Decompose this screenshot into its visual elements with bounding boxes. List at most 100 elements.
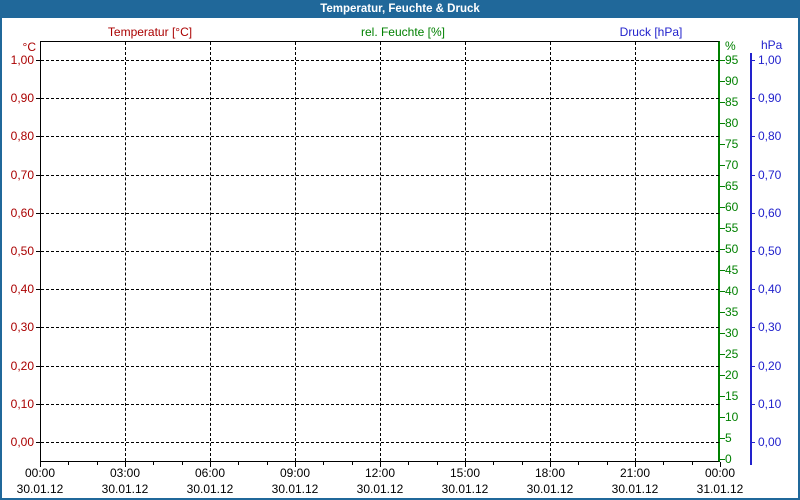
pressure-axis-unit: hPa [761, 38, 783, 52]
humidity-tick [720, 228, 725, 229]
temperature-tick [36, 98, 40, 100]
pressure-tick [750, 442, 755, 443]
temperature-tick-label: 0,70 [10, 167, 34, 182]
humidity-tick-label: 50 [725, 242, 739, 256]
pressure-tick [750, 251, 755, 252]
humidity-tick [720, 312, 725, 313]
temperature-tick-label: 1,00 [10, 53, 34, 67]
x-minor-tick [436, 462, 438, 465]
pressure-tick [750, 327, 755, 329]
pressure-axis-line [750, 53, 752, 465]
temperature-tick [36, 365, 40, 367]
x-date-label: 31.01.12 [696, 482, 744, 496]
x-date-label: 30.01.12 [186, 482, 234, 496]
humidity-tick-label: 25 [725, 347, 739, 361]
x-major-tick [380, 462, 381, 467]
temperature-tick-label: 0,80 [10, 129, 34, 144]
pressure-tick-label: 0,00 [758, 435, 782, 449]
x-time-label: 15:00 [449, 466, 481, 480]
x-major-tick [635, 462, 636, 467]
humidity-tick-label: 65 [725, 179, 739, 193]
humidity-tick [720, 459, 725, 460]
x-minor-tick [153, 462, 155, 465]
x-minor-tick [521, 462, 523, 465]
pressure-tick-label: 0,10 [758, 396, 782, 411]
x-minor-tick [266, 462, 268, 465]
x-time-label: 12:00 [364, 466, 396, 480]
x-gridline [210, 42, 211, 461]
humidity-tick-label: 10 [725, 410, 739, 424]
pressure-tick [750, 365, 755, 367]
pressure-tick-label: 0,20 [758, 358, 782, 373]
temperature-tick [36, 212, 40, 214]
humidity-tick [720, 270, 725, 271]
x-major-tick [720, 462, 721, 467]
temperature-tick [36, 251, 40, 252]
humidity-tick-label: 55 [725, 221, 739, 235]
temperature-tick [36, 60, 40, 61]
title-bar: Temperatur, Feuchte & Druck [0, 0, 800, 18]
humidity-tick [720, 291, 725, 292]
humidity-tick-label: 70 [725, 158, 739, 172]
humidity-tick [720, 417, 725, 418]
x-time-label: 06:00 [194, 466, 226, 480]
x-minor-tick [238, 462, 240, 465]
pressure-tick-label: 0,60 [758, 205, 782, 220]
x-date-label: 30.01.12 [611, 482, 659, 496]
x-time-label: 00:00 [24, 466, 56, 480]
temperature-tick [36, 289, 40, 291]
temperature-axis-unit: °C [22, 40, 36, 54]
x-date-label: 30.01.12 [271, 482, 319, 496]
x-minor-tick [606, 462, 608, 465]
humidity-tick-label: 60 [725, 200, 739, 214]
pressure-tick-label: 1,00 [758, 53, 782, 67]
x-gridline [380, 42, 381, 461]
x-minor-tick [323, 462, 325, 465]
legend-pressure: Druck [hPa] [619, 25, 683, 39]
x-minor-tick [493, 462, 495, 465]
temperature-tick [36, 327, 40, 329]
temperature-tick [36, 136, 40, 138]
temperature-tick-label: 0,50 [10, 244, 34, 258]
x-minor-tick [691, 462, 693, 465]
humidity-tick-label: 5 [725, 431, 732, 445]
humidity-tick [720, 81, 725, 82]
humidity-tick [720, 249, 725, 250]
x-date-label: 30.01.12 [101, 482, 149, 496]
pressure-tick-label: 0,40 [758, 282, 782, 297]
temperature-tick-label: 0,40 [10, 282, 34, 297]
pressure-tick-label: 0,50 [758, 244, 782, 258]
x-gridline [635, 42, 636, 461]
humidity-tick-label: 95 [725, 53, 739, 67]
x-time-label: 09:00 [279, 466, 311, 480]
pressure-tick-label: 0,70 [758, 167, 782, 182]
humidity-tick-label: 0 [725, 452, 732, 466]
humidity-axis-unit: % [725, 39, 736, 53]
pressure-tick-label: 0,30 [758, 320, 782, 335]
humidity-tick [720, 375, 725, 376]
x-gridline [125, 42, 126, 461]
humidity-tick-label: 85 [725, 95, 739, 109]
x-major-tick [125, 462, 126, 467]
x-major-tick [295, 462, 296, 467]
temperature-tick-label: 0,90 [10, 91, 34, 106]
x-minor-tick [408, 462, 410, 465]
temperature-tick [36, 442, 40, 443]
humidity-tick [720, 396, 725, 397]
pressure-tick [750, 403, 755, 405]
humidity-tick [720, 207, 725, 208]
humidity-tick-label: 80 [725, 116, 739, 130]
pressure-tick [750, 98, 755, 100]
plot-area [40, 41, 720, 462]
pressure-tick [750, 60, 755, 61]
temperature-tick [36, 403, 40, 405]
x-gridline [295, 42, 296, 461]
humidity-tick-label: 90 [725, 74, 739, 88]
pressure-tick [750, 212, 755, 214]
x-major-tick [40, 462, 41, 467]
temperature-tick-label: 0,60 [10, 205, 34, 220]
humidity-tick-label: 45 [725, 263, 739, 277]
humidity-tick-label: 20 [725, 368, 739, 382]
